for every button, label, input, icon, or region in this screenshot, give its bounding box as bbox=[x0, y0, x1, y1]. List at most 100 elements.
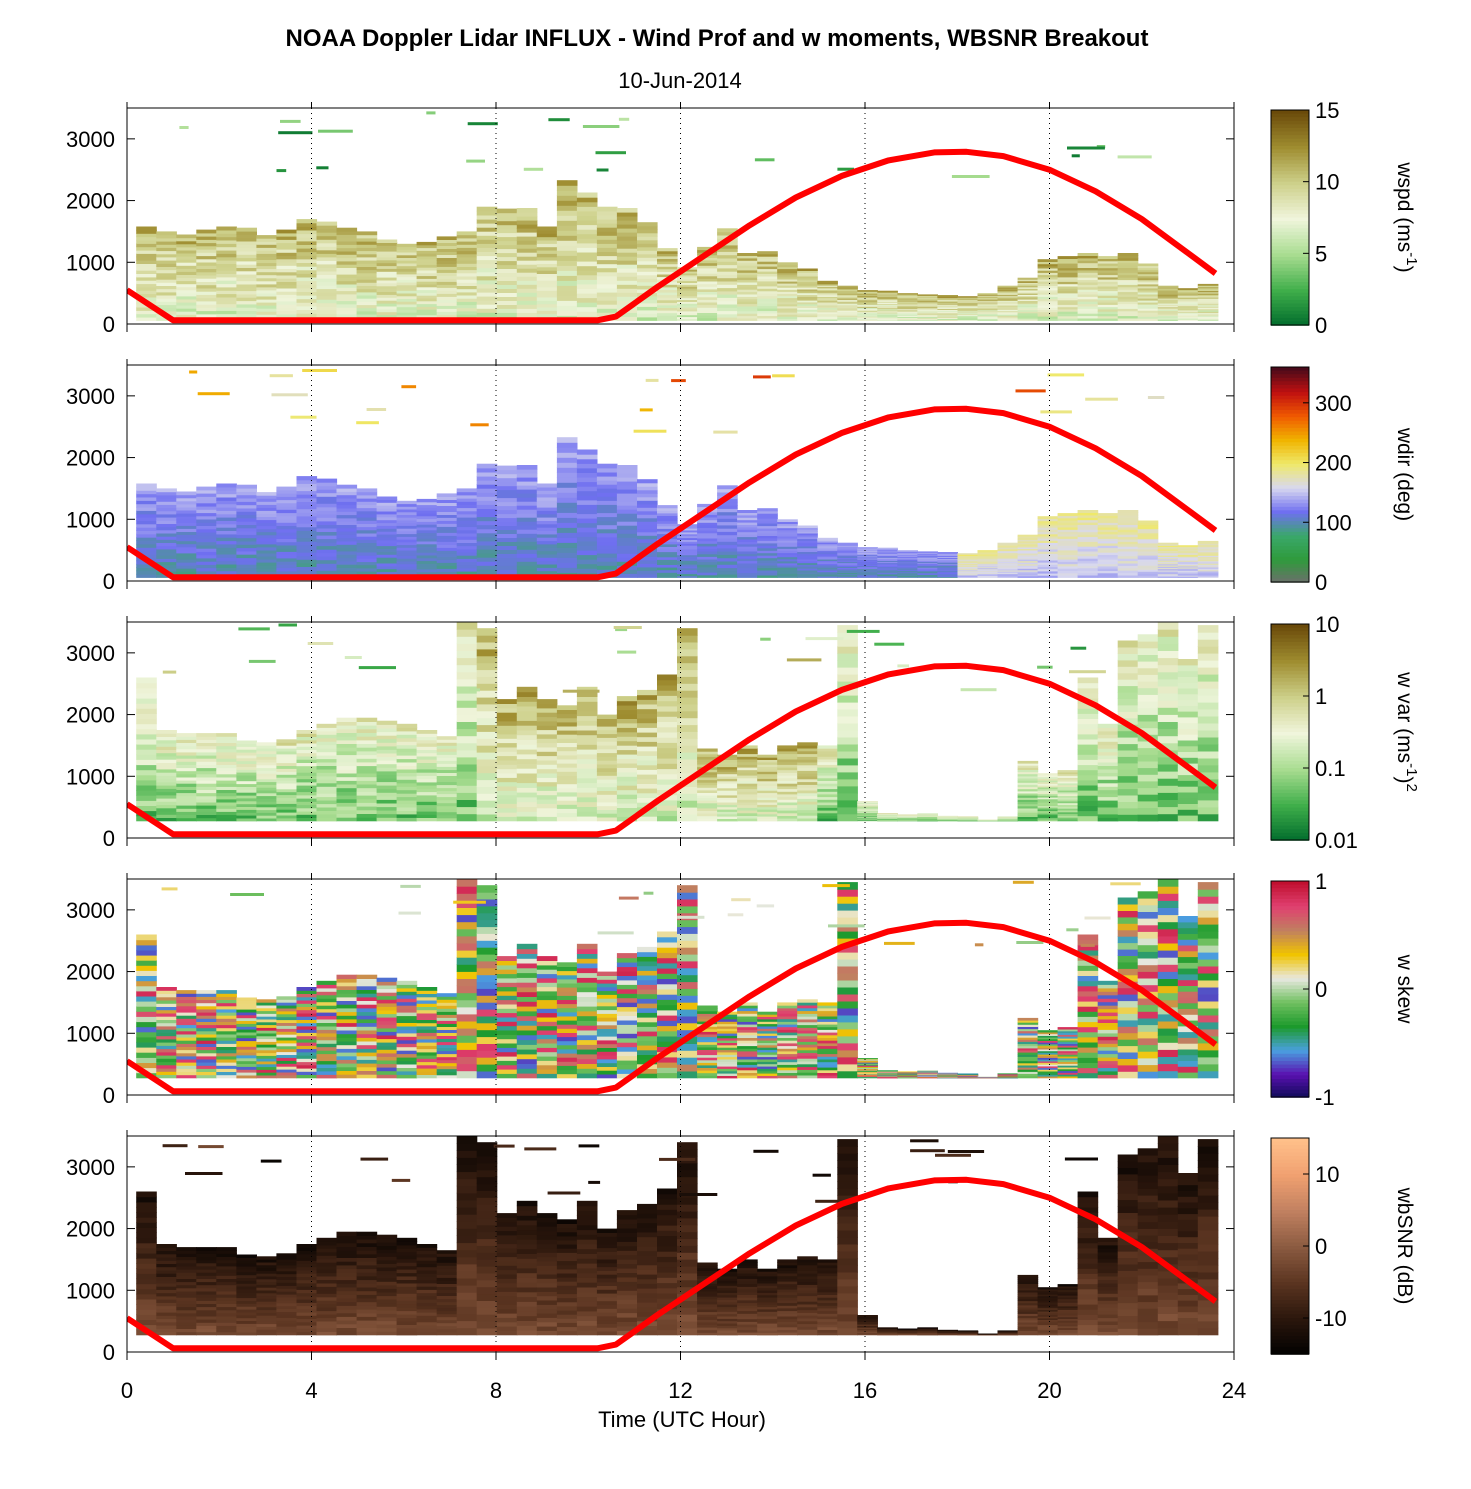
heatmap-cell bbox=[697, 291, 718, 295]
heatmap-cell bbox=[1197, 569, 1219, 572]
heatmap-cell bbox=[1017, 318, 1039, 321]
heatmap-cell bbox=[1177, 297, 1199, 300]
heatmap-cell bbox=[1037, 773, 1059, 776]
heatmap-cell bbox=[1077, 718, 1099, 725]
heatmap-cell bbox=[897, 316, 918, 318]
heatmap-cell bbox=[917, 302, 938, 305]
heatmap-cell bbox=[396, 803, 418, 808]
heatmap-cell bbox=[576, 458, 598, 464]
heatmap-cell bbox=[1197, 546, 1219, 548]
heatmap-cell bbox=[657, 747, 678, 754]
colorbar-swatch bbox=[1271, 556, 1309, 562]
heatmap-cell bbox=[1157, 311, 1179, 314]
heatmap-cell bbox=[1017, 542, 1039, 545]
heatmap-cell bbox=[456, 551, 478, 556]
colorbar-swatch bbox=[1271, 624, 1309, 629]
heatmap-cell bbox=[316, 813, 338, 818]
colorbar-swatch bbox=[1271, 235, 1309, 240]
heatmap-cell bbox=[1137, 680, 1159, 689]
heatmap-cell bbox=[777, 764, 798, 768]
heatmap-cell bbox=[917, 308, 938, 310]
heatmap-cell bbox=[1077, 805, 1099, 812]
heatmap-cell bbox=[637, 257, 658, 262]
heatmap-cell bbox=[336, 310, 358, 315]
heatmap-cell bbox=[1017, 818, 1039, 822]
heatmap-cell bbox=[717, 799, 738, 803]
colorbar-swatch bbox=[1271, 374, 1309, 379]
heatmap-cell bbox=[536, 243, 558, 248]
y-tick-label: 2000 bbox=[66, 189, 115, 214]
heatmap-cell bbox=[997, 290, 1019, 293]
heatmap-cell bbox=[697, 774, 718, 778]
heatmap-cell bbox=[897, 561, 918, 564]
heatmap-cell bbox=[516, 232, 538, 237]
heatmap-cell bbox=[1157, 664, 1179, 673]
heatmap-cell bbox=[737, 303, 758, 307]
heatmap-cell bbox=[637, 316, 658, 321]
heatmap-cell bbox=[396, 265, 418, 269]
heatmap-cell bbox=[997, 550, 1019, 552]
heatmap-cell bbox=[717, 541, 738, 546]
heatmap-cell bbox=[977, 561, 999, 564]
heatmap-cell bbox=[476, 779, 498, 787]
heatmap-cell bbox=[757, 273, 778, 277]
heatmap-cell bbox=[456, 728, 478, 737]
heatmap-cell bbox=[576, 279, 598, 285]
heatmap-cell bbox=[877, 317, 898, 319]
heatmap-cell bbox=[1077, 687, 1099, 694]
heatmap-cell bbox=[1077, 723, 1099, 730]
heatmap-cell bbox=[456, 288, 478, 293]
heatmap-cell bbox=[176, 534, 197, 539]
heatmap-cell bbox=[917, 555, 938, 557]
heatmap-streak bbox=[162, 670, 177, 674]
heatmap-cell bbox=[837, 550, 858, 552]
heatmap-cell bbox=[316, 535, 338, 540]
heatmap-cell bbox=[316, 513, 338, 518]
heatmap-cell bbox=[376, 253, 398, 258]
colorbar-swatch bbox=[1271, 246, 1309, 251]
heatmap-cell bbox=[596, 516, 618, 522]
heatmap-cell bbox=[1177, 305, 1199, 308]
heatmap-cell bbox=[717, 300, 738, 305]
heatmap-cell bbox=[416, 736, 438, 741]
heatmap-cell bbox=[1017, 775, 1039, 779]
heatmap-cell bbox=[576, 242, 598, 248]
heatmap-cell bbox=[316, 758, 338, 763]
heatmap-cell bbox=[657, 518, 678, 522]
heatmap-cell bbox=[1077, 277, 1099, 281]
heatmap-cell bbox=[136, 313, 157, 318]
heatmap-cell bbox=[516, 505, 538, 510]
heatmap-cell bbox=[536, 256, 558, 261]
heatmap-cell bbox=[1057, 561, 1079, 565]
heatmap-cell bbox=[336, 739, 358, 744]
heatmap-cell bbox=[777, 546, 798, 549]
heatmap-cell bbox=[156, 507, 177, 512]
heatmap-cell bbox=[677, 717, 698, 726]
heatmap-cell bbox=[657, 546, 678, 550]
heatmap-cell bbox=[376, 496, 398, 500]
heatmap-cell bbox=[737, 543, 758, 547]
heatmap-cell bbox=[677, 560, 698, 563]
heatmap-cell bbox=[697, 265, 718, 269]
heatmap-cell bbox=[476, 484, 498, 489]
heatmap-cell bbox=[857, 570, 878, 573]
heatmap-cell bbox=[536, 260, 558, 264]
heatmap-cell bbox=[576, 792, 598, 798]
heatmap-cell bbox=[1077, 317, 1099, 321]
heatmap-cell bbox=[897, 319, 918, 321]
heatmap-cell bbox=[356, 558, 378, 563]
heatmap-cell bbox=[556, 442, 578, 448]
heatmap-streak bbox=[1037, 665, 1053, 669]
heatmap-cell bbox=[1157, 771, 1179, 779]
heatmap-cell bbox=[837, 695, 858, 703]
heatmap-cell bbox=[476, 235, 498, 240]
heatmap-cell bbox=[737, 265, 758, 268]
heatmap-cell bbox=[456, 785, 478, 793]
heatmap-cell bbox=[196, 544, 217, 549]
heatmap-cell bbox=[236, 231, 257, 235]
heatmap-cell bbox=[937, 572, 958, 575]
heatmap-cell bbox=[396, 509, 418, 513]
heatmap-cell bbox=[1017, 810, 1039, 813]
heatmap-cell bbox=[296, 530, 318, 535]
heatmap-cell bbox=[356, 545, 378, 550]
